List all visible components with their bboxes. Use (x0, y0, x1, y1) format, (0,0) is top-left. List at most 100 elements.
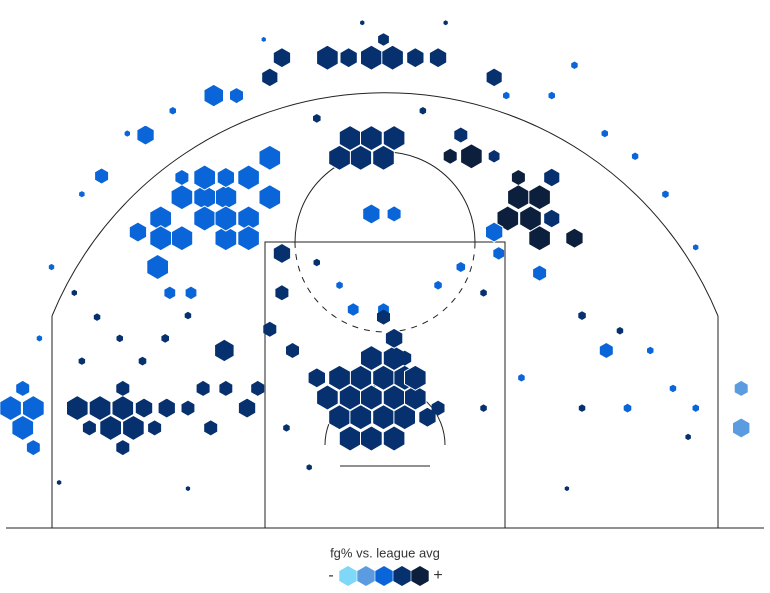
hex (185, 486, 191, 492)
hex (251, 380, 265, 396)
hex (122, 414, 145, 441)
hex (214, 338, 235, 363)
hex (71, 289, 77, 296)
hex (360, 20, 365, 26)
hex (381, 44, 404, 71)
hex (360, 125, 383, 152)
hex (443, 20, 448, 26)
hex (203, 83, 224, 108)
hex (82, 420, 96, 436)
hex (169, 107, 176, 115)
hex (360, 44, 383, 71)
hex (480, 289, 487, 297)
hex (261, 36, 266, 42)
free-throw-circle-dashed (294, 241, 476, 333)
hex (175, 170, 189, 185)
hex (136, 124, 155, 146)
hex (148, 420, 162, 436)
hex (36, 335, 43, 342)
hex (316, 44, 339, 71)
hex (692, 404, 699, 412)
hex (431, 400, 445, 416)
hex (161, 334, 169, 343)
hex (693, 244, 699, 251)
hex (164, 286, 176, 300)
hex (647, 346, 654, 355)
hex (362, 203, 381, 225)
hex (578, 404, 586, 412)
hex (454, 127, 468, 143)
court (6, 92, 764, 529)
hex (360, 384, 383, 411)
hex (493, 247, 505, 260)
hex (732, 417, 751, 439)
hex (216, 166, 235, 189)
legend-swatch (393, 566, 411, 586)
hex (263, 321, 277, 337)
hex (503, 91, 510, 100)
hex (339, 47, 358, 69)
hex (99, 414, 122, 441)
hex (419, 107, 427, 115)
hex (398, 350, 412, 366)
three-point-arc (51, 92, 719, 317)
hex (518, 374, 525, 382)
hex (170, 184, 194, 211)
hex (146, 253, 169, 281)
hex (196, 380, 210, 396)
hex (79, 191, 85, 198)
hex (306, 464, 312, 471)
hex (204, 420, 218, 436)
hex (116, 380, 130, 396)
hex (456, 262, 466, 272)
hex (214, 225, 238, 252)
hex (372, 144, 395, 171)
hex (382, 425, 406, 452)
hex (378, 33, 389, 46)
hex (307, 367, 326, 389)
hex (406, 47, 425, 69)
hex (157, 397, 176, 419)
hex (511, 170, 525, 185)
hex (116, 334, 123, 343)
hex (544, 209, 560, 228)
hex (262, 68, 278, 87)
hex (313, 114, 321, 123)
hex (599, 343, 613, 358)
hex (22, 395, 45, 422)
hex (382, 125, 406, 152)
hex (623, 403, 632, 413)
hex (181, 400, 195, 416)
hex (95, 168, 109, 184)
hex (393, 404, 416, 431)
hex (214, 205, 238, 232)
hex (669, 384, 677, 393)
legend-swatch (411, 566, 429, 586)
hex (488, 150, 500, 163)
hex (360, 345, 383, 372)
hex (328, 364, 351, 391)
hex (347, 303, 359, 316)
hex (544, 168, 560, 187)
hex (571, 61, 578, 69)
hex (128, 221, 148, 243)
hex (507, 184, 530, 211)
hex (258, 144, 282, 171)
legend-high: + (433, 567, 442, 584)
hex (283, 424, 290, 432)
hex (404, 384, 427, 411)
hex (275, 285, 289, 301)
hex (124, 130, 130, 137)
paint (264, 241, 506, 529)
hex (404, 364, 427, 391)
hex (11, 414, 35, 441)
hex (443, 148, 457, 164)
hex (377, 309, 390, 325)
legend (339, 566, 429, 586)
hex (111, 395, 135, 422)
legend-title: fg% vs. league avg (330, 545, 440, 560)
hex (349, 404, 373, 431)
hex (230, 88, 243, 104)
hex (185, 286, 197, 300)
hex (138, 356, 147, 366)
